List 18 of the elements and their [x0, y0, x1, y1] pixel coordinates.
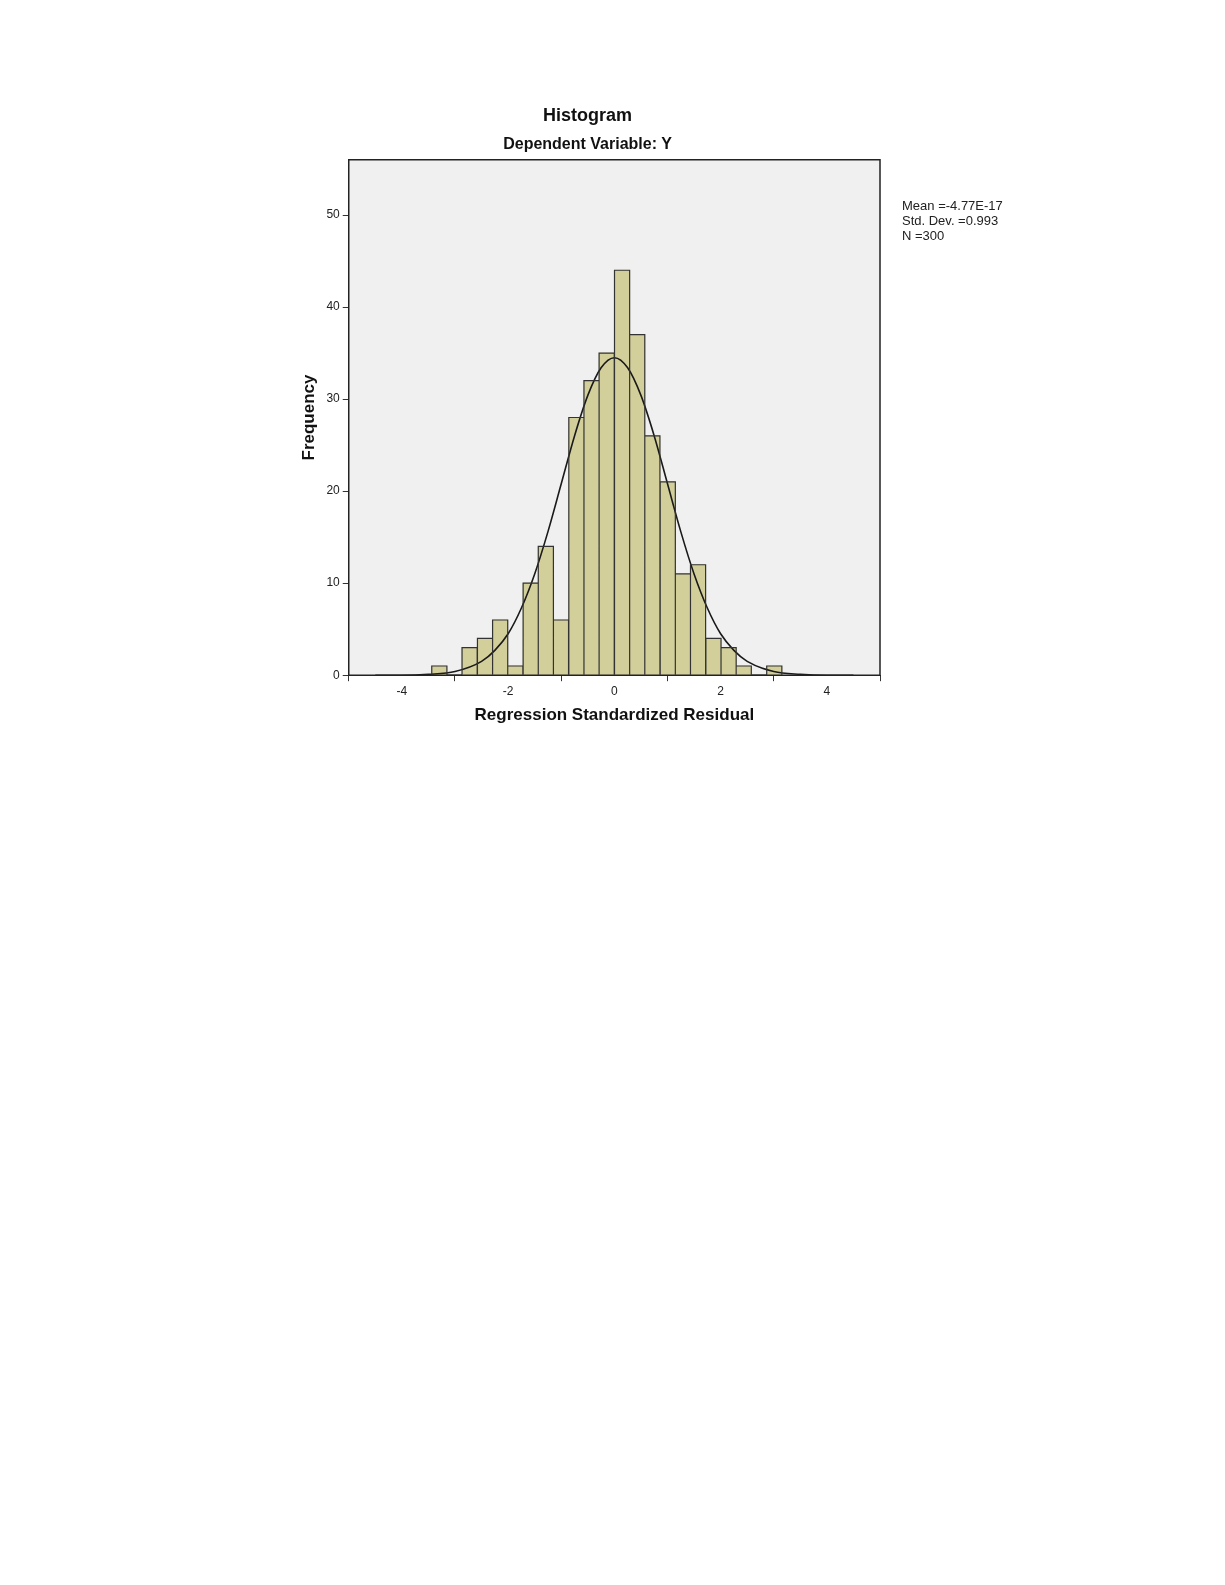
y-tick-label: 50 [326, 207, 341, 222]
x-tick-label: -2 [502, 683, 514, 698]
chart-title: Histogram [542, 104, 633, 125]
text: Mean =-4.77E-17 [902, 198, 1003, 213]
y-tick-label: 30 [326, 391, 341, 406]
x-axis-title: Regression Standardized Residual [474, 705, 755, 725]
text: N =300 [902, 228, 946, 243]
text: Std. Dev. =0.993 [902, 213, 1000, 228]
x-tick-label: 4 [823, 683, 831, 698]
x-tick-label: 0 [611, 683, 619, 698]
x-tick-label: 2 [717, 683, 725, 698]
y-tick-label: 40 [326, 299, 341, 314]
y-tick-label: 10 [326, 575, 341, 590]
y-tick-label: 0 [333, 667, 341, 682]
x-tick-label: -4 [396, 683, 408, 698]
chart-subtitle: Dependent Variable: Y [503, 134, 673, 152]
y-axis-title: Frequency [298, 373, 318, 461]
y-tick-label: 20 [326, 483, 341, 498]
